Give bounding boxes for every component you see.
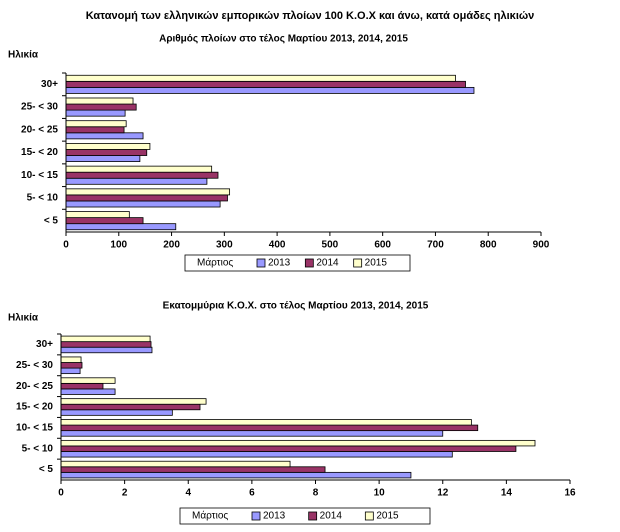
- bar: [65, 188, 231, 196]
- bar: [65, 120, 127, 128]
- page-title: Κατανομή των ελληνικών εμπορικών πλοίων …: [86, 10, 535, 22]
- legend-label: 2014: [316, 258, 339, 269]
- x-tick-label: 800: [480, 240, 497, 251]
- bar: [65, 155, 141, 162]
- x-tick-label: 600: [374, 240, 391, 251]
- legend-swatch: [251, 511, 261, 521]
- y-tick-label: 30+: [36, 339, 53, 350]
- legend-label: 2015: [365, 258, 388, 269]
- x-tick-label: 0: [58, 488, 64, 499]
- bar: [60, 439, 536, 447]
- bar: [60, 419, 472, 426]
- bar: [60, 335, 151, 343]
- y-tick-label: 5- < 10: [22, 443, 54, 454]
- x-tick-label: 2: [122, 488, 128, 499]
- bar: [65, 143, 151, 150]
- bar: [60, 403, 201, 411]
- bar: [65, 149, 148, 156]
- x-tick-label: 16: [564, 488, 576, 499]
- y-tick-label: 10- < 15: [16, 422, 53, 433]
- bar: [65, 97, 134, 105]
- y-tick-label: < 5: [39, 464, 54, 475]
- legend-swatch: [256, 258, 266, 268]
- chart-title: Εκατομμύρια Κ.Ο.Χ. στο τέλος Μαρτίου 201…: [163, 301, 429, 312]
- bar: [60, 362, 83, 369]
- y-tick-label: 15- < 20: [16, 402, 53, 413]
- legend-swatch: [304, 258, 314, 268]
- bar: [65, 109, 126, 117]
- bar: [65, 74, 456, 82]
- y-tick-label: 5- < 10: [27, 193, 59, 204]
- bar: [65, 217, 144, 225]
- bar: [60, 398, 207, 405]
- legend-label: 2014: [320, 511, 343, 522]
- bar: [60, 471, 412, 479]
- x-tick-label: 200: [163, 240, 180, 251]
- bar: [60, 377, 116, 384]
- y-tick-label: 10- < 15: [21, 170, 58, 181]
- x-tick-label: 700: [427, 240, 444, 251]
- x-tick-label: 8: [313, 488, 319, 499]
- bar: [60, 466, 326, 473]
- bar: [60, 451, 453, 458]
- x-tick-label: 6: [249, 488, 255, 499]
- bar: [60, 346, 153, 354]
- bar: [65, 223, 177, 231]
- bar: [60, 356, 82, 363]
- bar: [65, 126, 125, 134]
- y-tick-label: 30+: [41, 79, 58, 90]
- chart-title: Αριθμός πλοίων στο τέλος Μαρτίου 2013, 2…: [159, 34, 408, 45]
- bar: [60, 430, 444, 437]
- x-tick-label: 500: [322, 240, 339, 251]
- x-tick-label: 400: [269, 240, 286, 251]
- y-tick-label: 15- < 20: [21, 147, 58, 158]
- legend-swatch: [308, 511, 318, 521]
- bar: [60, 367, 81, 375]
- bar: [65, 177, 208, 185]
- y-tick-label: 25- < 30: [16, 360, 53, 371]
- legend-swatch: [353, 258, 363, 268]
- bar: [60, 460, 291, 468]
- bar: [65, 194, 228, 202]
- bar: [65, 86, 475, 94]
- legend-title: Μάρτιος: [197, 257, 233, 269]
- legend-label: 2013: [263, 511, 286, 522]
- y-tick-label: 20- < 25: [21, 124, 58, 135]
- x-tick-label: 10: [374, 488, 386, 499]
- legend-label: 2015: [376, 511, 399, 522]
- x-tick-label: 4: [185, 488, 191, 499]
- bar: [65, 165, 213, 173]
- bar: [65, 132, 144, 140]
- x-tick-label: 900: [533, 240, 550, 251]
- bar: [60, 424, 479, 432]
- legend-title: Μάρτιος: [192, 510, 228, 522]
- y-axis-label: Ηλικία: [8, 50, 39, 61]
- legend-label: 2013: [268, 258, 291, 269]
- bar: [60, 388, 116, 395]
- x-tick-label: 100: [110, 240, 127, 251]
- bar: [65, 80, 466, 88]
- y-tick-label: < 5: [44, 215, 59, 226]
- bar: [65, 211, 130, 219]
- bar: [65, 171, 219, 179]
- bar: [65, 103, 137, 111]
- x-tick-label: 12: [437, 488, 449, 499]
- bar: [60, 382, 104, 390]
- y-tick-label: 25- < 30: [21, 102, 58, 113]
- bar: [65, 200, 221, 208]
- y-axis-label: Ηλικία: [8, 313, 39, 324]
- x-tick-label: 14: [501, 488, 513, 499]
- bar: [60, 341, 152, 348]
- bar: [60, 445, 517, 452]
- y-tick-label: 20- < 25: [16, 381, 53, 392]
- x-tick-label: 300: [216, 240, 233, 251]
- x-tick-label: 0: [63, 240, 69, 251]
- bar: [60, 409, 173, 416]
- legend-swatch: [364, 511, 374, 521]
